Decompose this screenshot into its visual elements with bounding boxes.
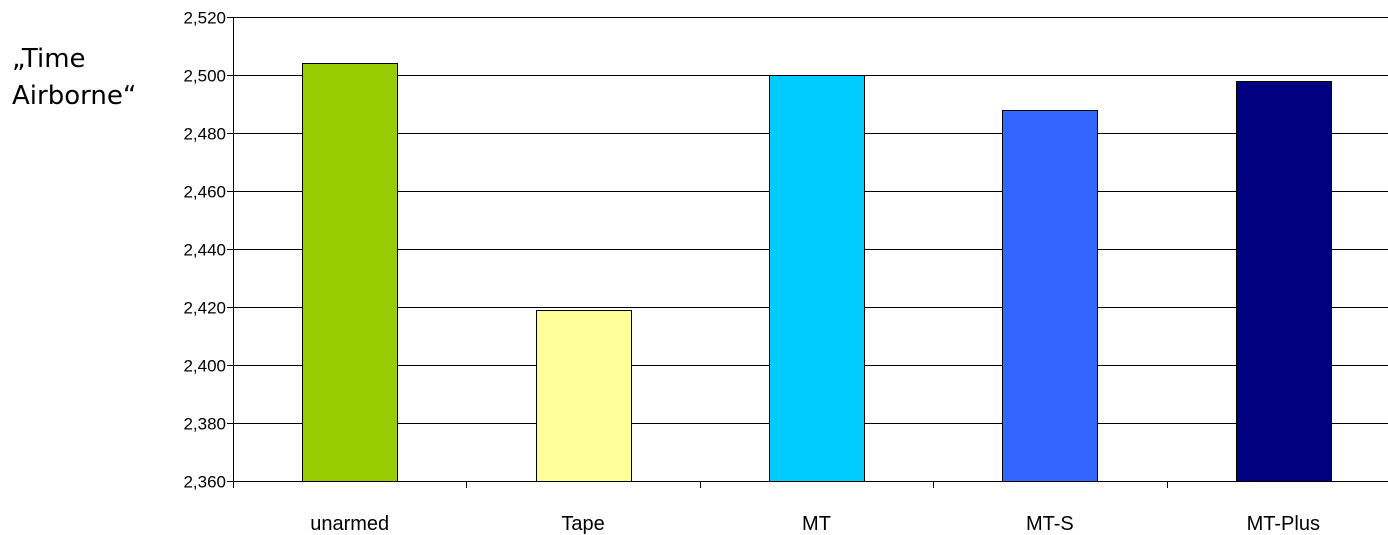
bar-mt-s [1002,110,1098,482]
bar-tape [536,310,632,482]
x-tick-label: MT-Plus [1247,513,1320,535]
x-tick-label: unarmed [310,513,389,535]
y-tick-label: 2,480 [183,125,226,144]
y-tick-labels: 2,360 2,380 2,400 2,420 2,440 2,460 2,480 2,500… [183,9,226,492]
x-tick-label: MT [802,513,831,535]
y-tick-label: 2,460 [183,183,226,202]
y-tick-label: 2,400 [183,357,226,376]
y-tick-label: 2,440 [183,241,226,260]
bar-unarmed [302,63,398,482]
x-tick-labels: unarmed Tape MT MT-S MT-Plus [310,513,1320,535]
x-tick-label: Tape [561,513,604,535]
y-axis-label-line-2: Airborne“ [12,81,136,111]
y-axis-label: „Time Airborne“ [12,44,136,111]
x-tick-label: MT-S [1026,513,1074,535]
y-tick-label: 2,420 [183,299,226,318]
y-tick-label: 2,520 [183,9,226,28]
y-tick-label: 2,360 [183,473,226,492]
axes [227,17,1388,488]
y-tick-label: 2,380 [183,415,226,434]
bars [302,63,1332,482]
bar-mt [769,75,865,482]
bar-mt-plus [1236,81,1332,482]
y-tick-label: 2,500 [183,67,226,86]
y-axis-label-line-1: „Time [12,44,86,74]
